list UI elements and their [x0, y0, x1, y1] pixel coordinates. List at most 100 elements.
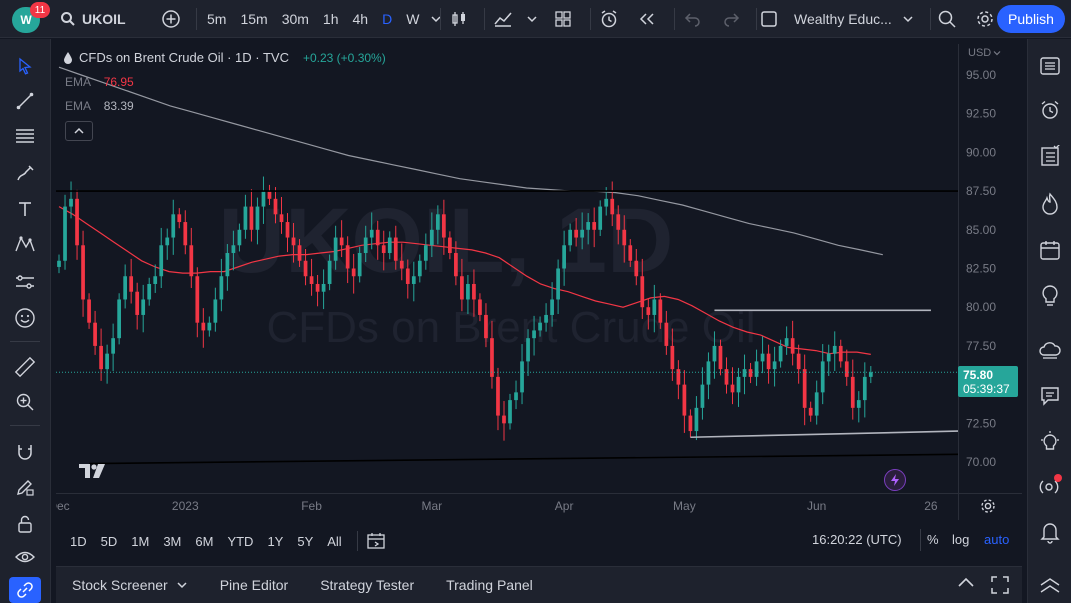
pattern-tool[interactable] — [9, 229, 41, 259]
chevron-down-icon[interactable] — [430, 13, 442, 25]
range-all[interactable]: All — [327, 533, 342, 549]
toolbar-divider — [756, 8, 757, 30]
candle-body — [81, 245, 85, 300]
axis-settings-button[interactable] — [979, 497, 997, 520]
interval-30m[interactable]: 30m — [281, 11, 309, 27]
tab-stock-screener[interactable]: Stock Screener — [56, 577, 204, 593]
range-1m[interactable]: 1M — [131, 533, 150, 549]
candle-body — [736, 376, 741, 393]
candle-body — [856, 400, 861, 408]
chart-type-button[interactable] — [446, 0, 472, 38]
indicators-menu-button[interactable] — [524, 0, 540, 38]
text-tool[interactable] — [9, 194, 41, 224]
auto-scale-toggle[interactable]: auto — [984, 532, 1010, 547]
hotlists-button[interactable] — [1034, 189, 1066, 219]
collapse-panel-button[interactable] — [1034, 571, 1066, 601]
zoom-in-icon — [16, 393, 34, 411]
bell-icon — [1040, 523, 1060, 544]
interval-5m[interactable]: 5m — [207, 11, 227, 27]
range-5d[interactable]: 5D — [100, 533, 118, 549]
data-window-button[interactable] — [1034, 141, 1066, 171]
prediction-tool[interactable] — [9, 267, 41, 297]
publish-button[interactable]: Publish — [997, 5, 1065, 33]
layout-button[interactable] — [550, 0, 576, 38]
log-scale-toggle[interactable]: log — [952, 532, 970, 547]
candle-body — [790, 338, 795, 354]
candle-body — [748, 369, 753, 377]
currency-selector[interactable]: USD — [968, 47, 1001, 59]
compare-symbol-button[interactable] — [158, 0, 184, 38]
symbol-search[interactable]: UKOIL — [60, 0, 126, 38]
ideas-button[interactable] — [1034, 281, 1066, 311]
interval-w[interactable]: W — [406, 11, 420, 27]
interval-1h[interactable]: 1h — [322, 11, 339, 27]
calendar-button[interactable] — [1034, 235, 1066, 265]
range-1d[interactable]: 1D — [70, 533, 87, 549]
candle-body — [99, 345, 103, 370]
range-1y[interactable]: 1Y — [267, 533, 284, 549]
notifications-button[interactable] — [1034, 517, 1066, 547]
tab-label: Strategy Tester — [320, 577, 415, 593]
stay-drawing-tool[interactable] — [9, 472, 41, 502]
range-5y[interactable]: 5Y — [297, 533, 314, 549]
magnet-tool[interactable] — [9, 437, 41, 467]
hide-drawings-tool[interactable] — [9, 542, 41, 572]
measure-tool[interactable] — [9, 352, 41, 382]
streams-button[interactable] — [1034, 335, 1066, 365]
link-tool[interactable] — [9, 577, 41, 603]
alerts-button[interactable] — [1034, 95, 1066, 125]
undo-button[interactable] — [680, 0, 706, 38]
zoom-tool[interactable] — [9, 387, 41, 417]
go-to-date-button[interactable] — [366, 531, 386, 551]
expand-panel-button[interactable] — [956, 575, 976, 594]
layout-square-icon — [761, 10, 777, 27]
ema-slow-legend[interactable]: EMA 83.39 — [65, 99, 134, 113]
price-tick-label: 87.50 — [966, 184, 996, 198]
quick-search-button[interactable] — [934, 0, 960, 38]
price-chart[interactable]: UKOIL, 1D CFDs on Brent Crude Oil 70.007… — [48, 44, 1022, 520]
fib-tool[interactable] — [9, 121, 41, 151]
clock-timezone[interactable]: 16:20:22 (UTC) — [812, 532, 902, 547]
price-tick-label: 92.50 — [966, 107, 996, 121]
range-ytd[interactable]: YTD — [227, 533, 254, 549]
tradingview-logo[interactable] — [78, 462, 108, 485]
brush-tool[interactable] — [9, 159, 41, 189]
settings-button[interactable] — [972, 0, 998, 38]
chats-button[interactable] — [1034, 381, 1066, 411]
redo-button[interactable] — [718, 0, 744, 38]
alert-button[interactable] — [596, 0, 622, 38]
collapse-legend-button[interactable] — [65, 121, 93, 141]
chart-pane[interactable]: UKOIL, 1D CFDs on Brent Crude Oil 70.00 7… — [48, 44, 1022, 520]
ema-fast-legend[interactable]: EMA 76.95 — [65, 75, 134, 89]
toolbar-divider — [930, 8, 931, 30]
range-3m[interactable]: 3M — [163, 533, 182, 549]
eye-icon — [15, 551, 35, 563]
help-ideas-button[interactable] — [1034, 427, 1066, 457]
range-6m[interactable]: 6M — [195, 533, 214, 549]
trend-line-tool[interactable] — [9, 86, 41, 116]
percent-scale-toggle[interactable]: % — [927, 532, 939, 547]
candle-body — [562, 245, 566, 269]
interval-4h[interactable]: 4h — [352, 11, 369, 27]
tab-trading-panel[interactable]: Trading Panel — [430, 577, 549, 593]
tab-strategy-tester[interactable]: Strategy Tester — [304, 577, 430, 593]
indicators-button[interactable] — [490, 0, 516, 38]
price-tick-label: 80.00 — [966, 300, 996, 314]
candle-body — [730, 384, 735, 393]
cursor-tool[interactable] — [9, 51, 41, 81]
tab-pine-editor[interactable]: Pine Editor — [204, 577, 304, 593]
interval-15m[interactable]: 15m — [240, 11, 268, 27]
candle-body — [454, 253, 458, 277]
live-button[interactable] — [1034, 471, 1066, 501]
price-tick-label: 72.50 — [966, 416, 996, 430]
icon-tool[interactable] — [9, 303, 41, 333]
replay-button[interactable] — [634, 0, 660, 38]
maximize-panel-button[interactable] — [990, 575, 1010, 598]
candle-body — [243, 206, 248, 230]
layout-menu[interactable]: Wealthy Educ... — [760, 0, 914, 38]
watchlist-button[interactable] — [1034, 51, 1066, 81]
currency-label: USD — [968, 47, 992, 59]
lock-drawings-tool[interactable] — [9, 509, 41, 539]
interval-d[interactable]: D — [382, 11, 393, 27]
events-button[interactable] — [884, 469, 906, 491]
